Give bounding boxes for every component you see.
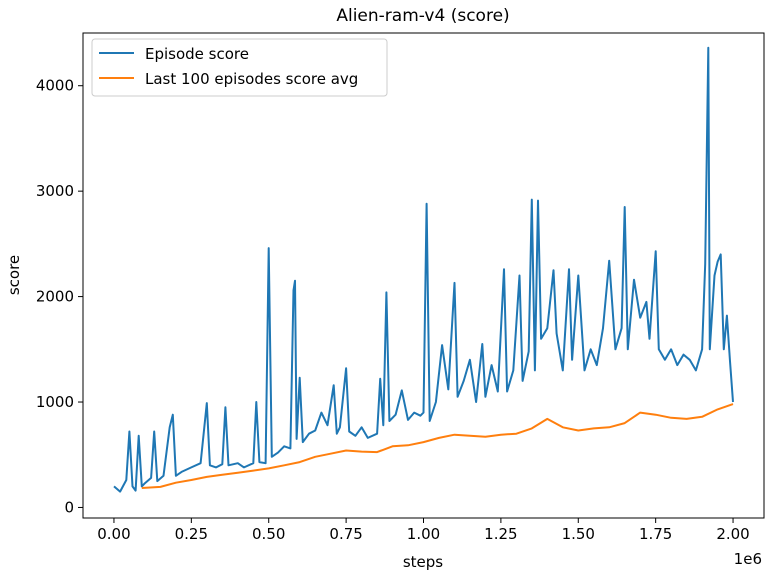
series-group (113, 46, 734, 493)
series-episode-score-line (113, 46, 734, 493)
x-tick-label: 1.75 (639, 525, 672, 543)
legend-box (91, 38, 388, 97)
y-axis-label: score (5, 255, 23, 295)
x-tick-label: 1.25 (484, 525, 517, 543)
x-tick-label: 1.00 (407, 525, 440, 543)
x-tick-label: 0.50 (252, 525, 285, 543)
x-tick-label: 0.25 (175, 525, 208, 543)
x-axis-offset-label: 1e6 (734, 550, 762, 568)
y-tick-label: 4000 (36, 77, 74, 95)
y-axis: 0 1000 2000 3000 4000 (36, 77, 83, 516)
x-axis: 0.00 0.25 0.50 0.75 1.00 1.25 1.50 1.75 2.00 (97, 518, 750, 543)
chart-title: Alien-ram-v4 (score) (336, 6, 509, 26)
y-tick-label: 2000 (36, 288, 74, 306)
y-tick-label: 1000 (36, 393, 74, 411)
x-tick-label: 0.00 (97, 525, 130, 543)
x-tick-label: 2.00 (716, 525, 749, 543)
series-score-avg-line (141, 403, 734, 489)
legend: Episode score Last 100 episodes score av… (91, 38, 388, 97)
legend-label-episode-score: Episode score (145, 45, 249, 63)
legend-label-score-avg: Last 100 episodes score avg (145, 70, 358, 88)
x-axis-label: steps (403, 553, 443, 571)
x-tick-label: 1.50 (562, 525, 595, 543)
y-tick-label: 3000 (36, 182, 74, 200)
x-tick-label: 0.75 (329, 525, 362, 543)
y-tick-label: 0 (64, 498, 74, 516)
